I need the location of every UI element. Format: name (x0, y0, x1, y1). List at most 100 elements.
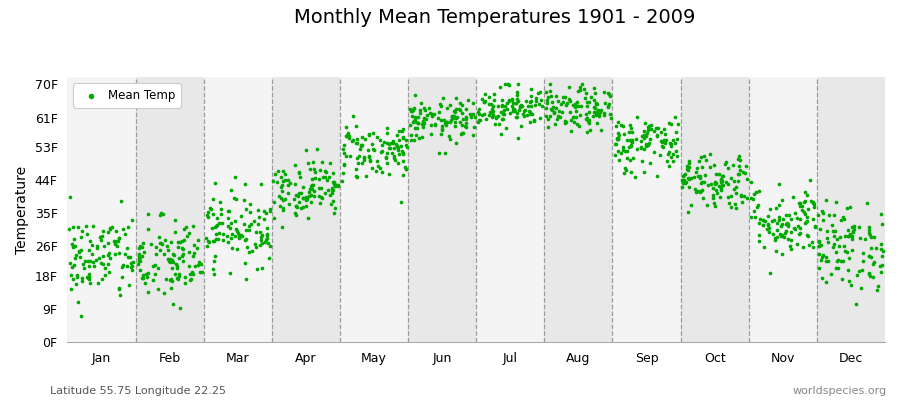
Mean Temp (467, 113, 482, 120)
Mean Temp (682, 176, 697, 182)
Mean Temp (69, 281, 84, 288)
Mean Temp (496, 111, 510, 118)
Mean Temp (842, 233, 856, 239)
Mean Temp (855, 267, 869, 273)
Mean Temp (82, 247, 96, 253)
Mean Temp (157, 290, 171, 296)
Mean Temp (449, 106, 464, 112)
Mean Temp (74, 234, 88, 240)
Mean Temp (251, 207, 266, 214)
Mean Temp (811, 212, 825, 218)
Mean Temp (512, 104, 526, 110)
Mean Temp (391, 144, 405, 150)
Mean Temp (331, 182, 346, 189)
Mean Temp (299, 193, 313, 200)
Mean Temp (614, 150, 628, 156)
Mean Temp (587, 85, 601, 91)
Mean Temp (778, 211, 793, 218)
Mean Temp (171, 276, 185, 282)
Mean Temp (162, 258, 176, 264)
Mean Temp (762, 270, 777, 276)
Mean Temp (132, 254, 147, 260)
Mean Temp (95, 253, 110, 259)
Mean Temp (104, 255, 118, 262)
Mean Temp (818, 279, 832, 285)
Mean Temp (388, 141, 402, 148)
Mean Temp (482, 94, 497, 100)
Mean Temp (418, 114, 432, 121)
Bar (408, 77, 476, 342)
Mean Temp (506, 108, 520, 114)
Mean Temp (350, 160, 365, 166)
Mean Temp (795, 203, 809, 210)
Mean Temp (75, 278, 89, 284)
Mean Temp (165, 256, 179, 263)
Mean Temp (449, 114, 464, 121)
Mean Temp (230, 228, 245, 234)
Mean Temp (71, 299, 86, 306)
Mean Temp (514, 123, 528, 130)
Mean Temp (353, 146, 367, 152)
Mean Temp (551, 98, 565, 104)
Mean Temp (716, 182, 731, 188)
Mean Temp (386, 155, 400, 161)
Mean Temp (79, 274, 94, 280)
Mean Temp (684, 202, 698, 208)
Mean Temp (206, 266, 220, 272)
Mean Temp (587, 108, 601, 115)
Mean Temp (581, 119, 596, 126)
Mean Temp (483, 109, 498, 116)
Mean Temp (510, 113, 525, 120)
Mean Temp (841, 227, 855, 234)
Mean Temp (523, 109, 537, 115)
Mean Temp (806, 216, 821, 222)
Mean Temp (136, 240, 150, 246)
Mean Temp (566, 102, 580, 108)
Mean Temp (136, 272, 150, 278)
Mean Temp (499, 124, 513, 131)
Mean Temp (114, 198, 129, 205)
Mean Temp (874, 246, 888, 252)
Mean Temp (678, 180, 692, 186)
Mean Temp (436, 95, 451, 102)
Mean Temp (747, 208, 761, 214)
Mean Temp (727, 200, 742, 207)
Mean Temp (194, 261, 208, 268)
Mean Temp (676, 180, 690, 186)
Mean Temp (238, 260, 253, 266)
Mean Temp (223, 187, 238, 194)
Mean Temp (816, 217, 831, 223)
Mean Temp (800, 206, 814, 212)
Mean Temp (235, 232, 249, 239)
Mean Temp (390, 132, 404, 138)
Mean Temp (597, 112, 611, 118)
Mean Temp (714, 176, 728, 182)
Mean Temp (434, 117, 448, 124)
Mean Temp (178, 280, 193, 286)
Mean Temp (611, 119, 625, 126)
Mean Temp (262, 254, 276, 261)
Mean Temp (529, 98, 544, 104)
Mean Temp (694, 154, 708, 160)
Mean Temp (837, 243, 851, 249)
Mean Temp (229, 226, 243, 232)
Mean Temp (784, 246, 798, 252)
Mean Temp (288, 210, 302, 216)
Mean Temp (510, 96, 525, 102)
Mean Temp (299, 147, 313, 153)
Mean Temp (571, 88, 585, 94)
Mean Temp (835, 214, 850, 220)
Mean Temp (375, 169, 390, 175)
Mean Temp (191, 261, 205, 268)
Mean Temp (494, 97, 508, 104)
Mean Temp (139, 271, 153, 278)
Mean Temp (410, 114, 425, 120)
Mean Temp (693, 189, 707, 195)
Mean Temp (72, 247, 86, 254)
Mean Temp (199, 235, 213, 241)
Mean Temp (320, 187, 335, 194)
Mean Temp (163, 256, 177, 262)
Mean Temp (773, 231, 788, 238)
Mean Temp (505, 96, 519, 103)
Mean Temp (277, 177, 292, 184)
